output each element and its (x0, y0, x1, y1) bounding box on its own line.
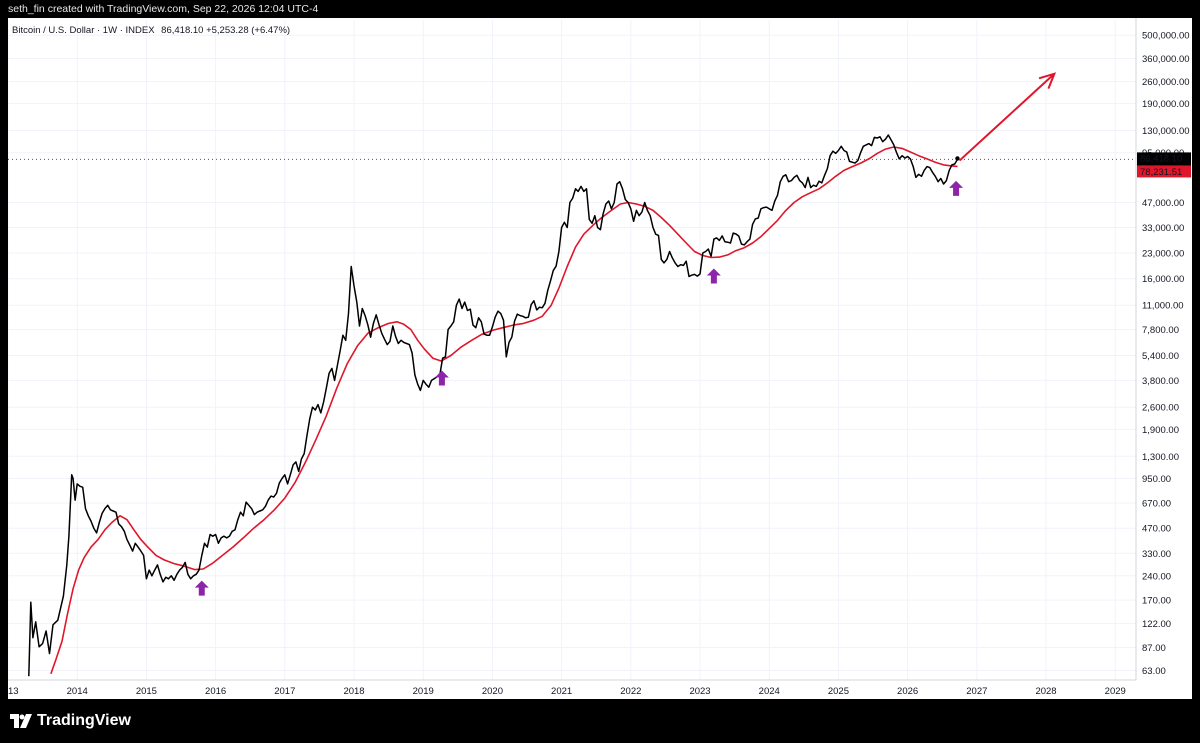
attribution-text: seth_fin created with TradingView.com, S… (8, 3, 319, 15)
y-tick-label: 240.00 (1142, 571, 1171, 582)
y-tick-label: 130,000.00 (1142, 126, 1190, 137)
y-tick-label: 5,400.00 (1142, 351, 1179, 362)
x-tick-label: 2016 (205, 686, 226, 697)
tradingview-logo[interactable]: TradingView (10, 711, 131, 731)
y-tick-label: 47,000.00 (1142, 198, 1184, 209)
y-tick-label: 33,000.00 (1142, 223, 1184, 234)
chart-panel[interactable]: 500,000.00 360,000.00 260,000.00 190,000.00… (8, 18, 1192, 699)
y-tick-label: 190,000.00 (1142, 99, 1190, 110)
y-tick-label: 500,000.00 (1142, 31, 1190, 42)
buy-signal-arrow-icon (706, 268, 721, 284)
x-tick-label: 2025 (828, 686, 849, 697)
attribution-bar: seth_fin created with TradingView.com, S… (0, 0, 1200, 18)
price-chart[interactable]: 500,000.00 360,000.00 260,000.00 190,000.00… (8, 18, 1192, 699)
x-tick-label: 2028 (1035, 686, 1056, 697)
chart-title: Bitcoin / U.S. Dollar · 1W · INDEX 86,41… (12, 25, 290, 36)
axis-layer: 500,000.00 360,000.00 260,000.00 190,000.00… (8, 18, 1190, 697)
ma-value-label: 78,231.51 (1140, 167, 1182, 178)
tradingview-logo-icon (10, 714, 32, 728)
buy-signal-arrow-icon (194, 580, 209, 596)
y-tick-label: 330.00 (1142, 549, 1171, 560)
y-tick-label: 23,000.00 (1142, 249, 1184, 260)
y-tick-label: 1,300.00 (1142, 452, 1179, 463)
y-tick-label: 260,000.00 (1142, 77, 1190, 88)
buy-signal-arrow-icon (949, 180, 964, 196)
y-tick-label: 122.00 (1142, 619, 1171, 630)
price-line (28, 134, 959, 677)
x-tick-label: 2023 (689, 686, 710, 697)
y-tick-label: 670.00 (1142, 499, 1171, 510)
y-tick-label: 11,000.00 (1142, 301, 1184, 312)
y-tick-label: 87.00 (1142, 643, 1166, 654)
quote-summary: 86,418.10 +5,253.28 (+6.47%) (161, 25, 290, 36)
x-tick-label: 2021 (551, 686, 572, 697)
y-tick-label: 470.00 (1142, 524, 1171, 535)
projection-arrow-head (1038, 72, 1057, 89)
x-tick-label: 2027 (966, 686, 987, 697)
x-tick-label: 2029 (1105, 686, 1126, 697)
last-price-dot (955, 156, 960, 161)
grid (8, 20, 1136, 680)
footer-bar: TradingView (0, 699, 1200, 743)
y-tick-label: 3,800.00 (1142, 376, 1179, 387)
y-tick-label: 7,800.00 (1142, 325, 1179, 336)
x-tick-label: 2020 (482, 686, 503, 697)
x-tick-label: 2017 (274, 686, 295, 697)
buy-signal-arrow-icon (434, 370, 449, 386)
moving-average-line (50, 146, 958, 675)
x-tick-label: 2022 (620, 686, 641, 697)
y-tick-label: 950.00 (1142, 474, 1171, 485)
y-tick-label: 2,600.00 (1142, 403, 1179, 414)
last-price-label: 86,418.10 (1140, 153, 1182, 164)
y-tick-label: 1,900.00 (1142, 425, 1179, 436)
x-tick-label: 2019 (413, 686, 434, 697)
x-tick-label: 2026 (897, 686, 918, 697)
x-tick-label: 2024 (759, 686, 780, 697)
price-tags: 86,418.10 5d 8h 78,231.51 (1137, 152, 1191, 178)
x-tick-label: 2015 (136, 686, 157, 697)
y-tick-label: 170.00 (1142, 596, 1171, 607)
symbol-title: Bitcoin / U.S. Dollar · 1W · INDEX (12, 25, 155, 36)
brand-name: TradingView (37, 712, 131, 729)
y-tick-label: 360,000.00 (1142, 54, 1190, 65)
y-tick-label: 63.00 (1142, 666, 1166, 677)
x-tick-label: 2014 (67, 686, 88, 697)
y-tick-label: 16,000.00 (1142, 274, 1184, 285)
ma-value-tag-bg (1137, 165, 1191, 178)
projection-arrow-line (958, 73, 1056, 162)
marker-layer (194, 180, 964, 596)
x-tick-label: 2018 (343, 686, 364, 697)
x-tick-label: 2013 (8, 686, 19, 697)
series-layer (28, 72, 1057, 677)
